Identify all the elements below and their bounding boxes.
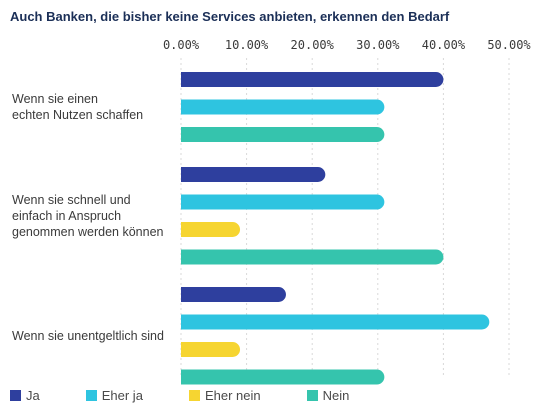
bar-eher-ja: [181, 194, 385, 210]
category-label: Wenn sie unentgeltlich sind: [12, 329, 164, 343]
bar-base-cap: [181, 369, 189, 385]
bar-eher-nein: [181, 342, 241, 357]
bar-base-cap: [181, 342, 189, 357]
bar-base-cap: [181, 99, 189, 115]
x-tick-label: 30.00%: [356, 38, 400, 52]
x-tick-label: 50.00%: [487, 38, 531, 52]
category-labels: Wenn sie einen echten Nutzen schaffen Wenn…: [12, 92, 164, 343]
x-tick-label: 40.00%: [422, 38, 466, 52]
legend-label: Ja: [26, 388, 40, 403]
legend-item: Eher ja: [85, 388, 143, 403]
category-label: Wenn sie einen echten Nutzen schaffen: [12, 92, 143, 122]
bar-nein: [181, 369, 385, 385]
legend-label: Nein: [322, 388, 350, 403]
bar-ja: [181, 72, 444, 87]
legend: Ja Eher ja Eher nein Nein: [10, 388, 395, 403]
bar-base-cap: [181, 72, 189, 87]
legend-swatch: [10, 390, 21, 401]
bar-base-cap: [181, 194, 189, 210]
bar-eher-nein: [181, 222, 241, 237]
legend-label: Eher ja: [101, 388, 143, 403]
category-label: Wenn sie schnell und einfach in Anspruch g…: [12, 193, 164, 239]
bar-nein: [181, 127, 385, 142]
bar-base-cap: [181, 287, 189, 302]
legend-item: Eher nein: [188, 388, 261, 403]
bar-base-cap: [181, 222, 189, 237]
bar-base-cap: [181, 167, 189, 182]
legend-swatch: [188, 390, 200, 401]
bars: [181, 72, 490, 385]
legend-swatch: [306, 390, 318, 401]
bar-ja: [181, 167, 326, 182]
legend-item: Ja: [10, 388, 40, 403]
x-axis-ticks: 0.00% 10.00% 20.00% 30.00% 40.00% 50.00%: [163, 38, 532, 52]
bar-base-cap: [181, 127, 189, 142]
bar-eher-ja: [181, 99, 385, 115]
legend-label: Eher nein: [204, 388, 261, 403]
bar-eher-ja: [181, 314, 490, 330]
bar-base-cap: [181, 314, 189, 330]
bar-nein: [181, 249, 444, 265]
x-tick-label: 10.00%: [225, 38, 269, 52]
bar-ja: [181, 287, 286, 302]
x-tick-label: 20.00%: [291, 38, 335, 52]
chart-title: Auch Banken, die bisher keine Services a…: [10, 9, 450, 24]
legend-swatch: [85, 390, 97, 401]
legend-item: Nein: [306, 388, 350, 403]
x-tick-label: 0.00%: [163, 38, 200, 52]
bar-base-cap: [181, 249, 189, 265]
